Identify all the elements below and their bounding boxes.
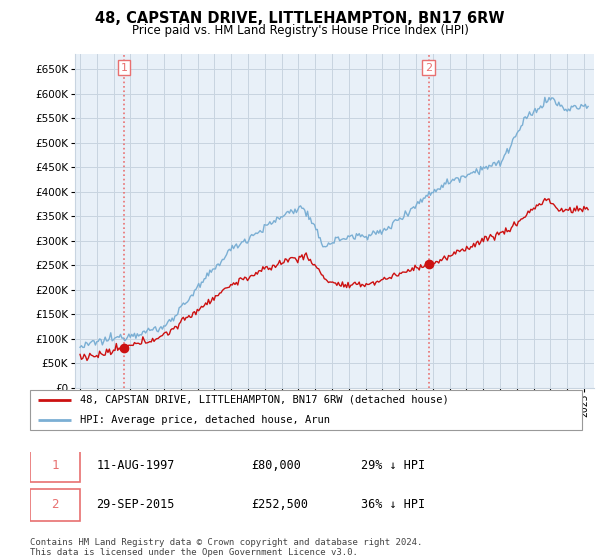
FancyBboxPatch shape: [30, 489, 80, 521]
Text: £80,000: £80,000: [251, 459, 301, 472]
Text: 48, CAPSTAN DRIVE, LITTLEHAMPTON, BN17 6RW (detached house): 48, CAPSTAN DRIVE, LITTLEHAMPTON, BN17 6…: [80, 395, 448, 405]
Text: Price paid vs. HM Land Registry's House Price Index (HPI): Price paid vs. HM Land Registry's House …: [131, 24, 469, 36]
Text: 11-AUG-1997: 11-AUG-1997: [96, 459, 175, 472]
Text: 1: 1: [51, 459, 59, 472]
Text: 48, CAPSTAN DRIVE, LITTLEHAMPTON, BN17 6RW: 48, CAPSTAN DRIVE, LITTLEHAMPTON, BN17 6…: [95, 11, 505, 26]
Text: HPI: Average price, detached house, Arun: HPI: Average price, detached house, Arun: [80, 415, 329, 425]
Text: 2: 2: [51, 498, 59, 511]
FancyBboxPatch shape: [30, 390, 582, 430]
Text: 29-SEP-2015: 29-SEP-2015: [96, 498, 175, 511]
Text: 1: 1: [121, 63, 128, 73]
Text: 2: 2: [425, 63, 432, 73]
Text: Contains HM Land Registry data © Crown copyright and database right 2024.
This d: Contains HM Land Registry data © Crown c…: [30, 538, 422, 557]
Text: £252,500: £252,500: [251, 498, 308, 511]
FancyBboxPatch shape: [30, 450, 80, 482]
Text: 36% ↓ HPI: 36% ↓ HPI: [361, 498, 425, 511]
Text: 29% ↓ HPI: 29% ↓ HPI: [361, 459, 425, 472]
